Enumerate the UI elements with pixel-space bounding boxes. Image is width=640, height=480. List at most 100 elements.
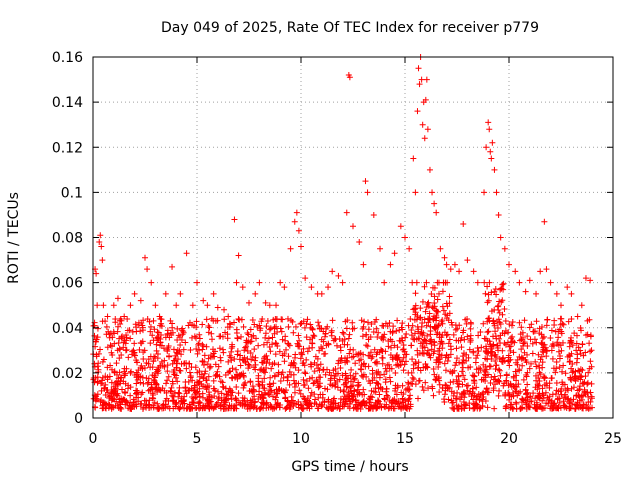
band-point — [412, 290, 419, 297]
band-point — [441, 391, 448, 398]
band-point — [303, 334, 310, 341]
band-point — [433, 323, 440, 330]
band-point — [516, 319, 523, 326]
band-point — [245, 365, 252, 372]
band-point — [453, 402, 460, 409]
band-point — [210, 385, 217, 392]
band-point — [118, 395, 125, 402]
band-point — [360, 351, 367, 358]
band-point — [223, 391, 230, 398]
band-point — [464, 382, 471, 389]
band-point — [374, 349, 381, 356]
band-point — [407, 403, 414, 410]
band-point — [544, 316, 551, 323]
band-point — [548, 343, 555, 350]
band-point — [344, 395, 351, 402]
band-point — [279, 316, 286, 323]
band-point — [586, 405, 593, 412]
band-point — [220, 399, 227, 406]
band-point — [243, 337, 250, 344]
band-point — [442, 354, 449, 361]
data-point — [497, 234, 504, 241]
band-point — [240, 384, 247, 391]
band-point — [423, 322, 430, 329]
band-point — [480, 394, 487, 401]
band-point — [482, 347, 489, 354]
band-point — [212, 317, 219, 324]
band-point — [122, 347, 129, 354]
band-point — [369, 367, 376, 374]
band-point — [511, 339, 518, 346]
band-point — [205, 322, 212, 329]
band-point — [138, 400, 145, 407]
band-point — [427, 354, 434, 361]
band-point — [395, 362, 402, 369]
band-point — [398, 389, 405, 396]
band-point — [373, 316, 380, 323]
band-point — [243, 343, 250, 350]
band-point — [91, 332, 98, 339]
band-point — [244, 347, 251, 354]
band-point — [379, 354, 386, 361]
band-point — [285, 353, 292, 360]
band-point — [187, 374, 194, 381]
band-point — [240, 370, 247, 377]
data-point — [183, 250, 190, 257]
band-point — [300, 318, 307, 325]
band-point — [465, 364, 472, 371]
band-point — [147, 328, 154, 335]
data-point — [483, 144, 490, 151]
band-point — [266, 359, 273, 366]
band-point — [158, 358, 165, 365]
band-point — [316, 380, 323, 387]
band-point — [352, 360, 359, 367]
band-point — [521, 317, 528, 324]
data-point — [474, 279, 481, 286]
band-point — [410, 376, 417, 383]
band-point — [92, 338, 99, 345]
band-point — [266, 392, 273, 399]
band-point — [193, 318, 200, 325]
band-point — [580, 380, 587, 387]
band-point — [441, 396, 448, 403]
band-point — [211, 353, 218, 360]
band-point — [308, 389, 315, 396]
band-point — [176, 348, 183, 355]
band-point — [193, 334, 200, 341]
band-point — [182, 339, 189, 346]
band-point — [125, 385, 132, 392]
band-point — [233, 326, 240, 333]
band-point — [272, 396, 279, 403]
band-point — [547, 335, 554, 342]
band-point — [178, 351, 185, 358]
data-point — [574, 313, 581, 320]
band-point — [139, 374, 146, 381]
band-point — [465, 354, 472, 361]
band-point — [507, 347, 514, 354]
band-point — [439, 303, 446, 310]
band-point — [461, 405, 468, 412]
band-point — [578, 373, 585, 380]
band-point — [97, 398, 104, 405]
band-point — [163, 380, 170, 387]
band-point — [320, 338, 327, 345]
band-point — [207, 354, 214, 361]
band-point — [492, 366, 499, 373]
band-point — [417, 314, 424, 321]
band-point — [568, 377, 575, 384]
band-point — [481, 335, 488, 342]
band-point — [552, 328, 559, 335]
band-point — [369, 353, 376, 360]
data-point — [152, 302, 159, 309]
grid — [93, 57, 613, 418]
band-point — [439, 317, 446, 324]
band-point — [131, 403, 138, 410]
band-point — [176, 384, 183, 391]
band-point — [524, 333, 531, 340]
band-point — [532, 372, 539, 379]
band-point — [541, 381, 548, 388]
band-point — [198, 381, 205, 388]
band-point — [429, 304, 436, 311]
band-point — [290, 377, 297, 384]
band-point — [400, 346, 407, 353]
